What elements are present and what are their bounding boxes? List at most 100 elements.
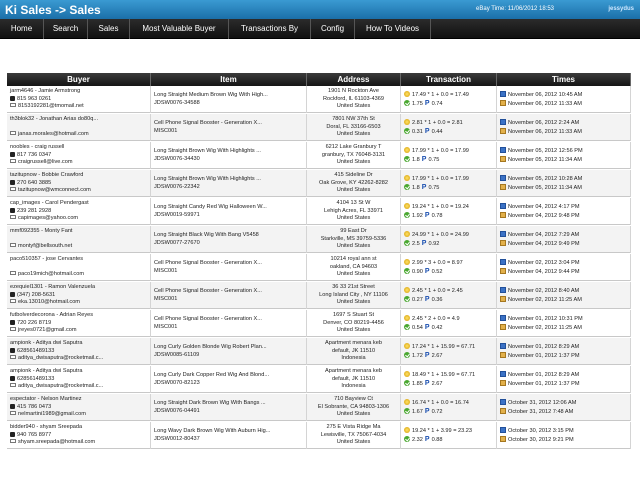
paid-time-line: November 06, 2012 11:33 AM: [500, 127, 627, 137]
username[interactable]: jessydus: [608, 6, 634, 12]
item-title[interactable]: Long Wavy Dark Brown Wig With Auburn Hig…: [154, 428, 271, 434]
address-country: United States: [336, 411, 371, 417]
table-row[interactable]: mmf092355 - Monty Fant montyf@bellsouth.…: [7, 226, 631, 253]
buyer-email-line: tazitupnow@wmconnect.com: [10, 187, 147, 195]
item-title[interactable]: Long Straight Brown Wig With Highlights …: [154, 176, 261, 182]
nav-search[interactable]: Search: [44, 19, 88, 39]
buyer-email[interactable]: craigrussell@live.com: [18, 159, 73, 165]
buyer-name[interactable]: mmf092355 - Monty Fant: [10, 228, 73, 234]
table-row[interactable]: ampionk - Aditya dwi Saputra 62856148913…: [7, 366, 631, 393]
nav-how-to-videos[interactable]: How To Videos: [355, 19, 431, 39]
buyer-name[interactable]: jarm4646 - Jamie Armstrong: [10, 88, 81, 94]
buyer-phone-line: 628561489133: [10, 347, 147, 356]
nav-most-valuable-buyer[interactable]: Most Valuable Buyer: [130, 19, 229, 39]
nav-home[interactable]: Home: [0, 19, 44, 39]
box-icon: [500, 211, 506, 218]
mail-icon: [10, 103, 16, 107]
table-row[interactable]: cap_images - Carol Pendergast 239 281 29…: [7, 198, 631, 225]
table-row[interactable]: th3blok32 - Jonathan Arias do80q... jana…: [7, 114, 631, 141]
buyer-phone: 940 765 8977: [17, 431, 52, 438]
buyer-email[interactable]: jreyes0721@gmail.com: [18, 327, 77, 333]
buyer-name[interactable]: cap_images - Carol Pendergast: [10, 200, 89, 206]
paypal-icon: P: [424, 323, 430, 331]
item-title[interactable]: Long Straight Black Wig With Bang V5458: [154, 232, 259, 238]
item-title[interactable]: Long Straight Candy Red Wig Halloween W.…: [154, 204, 267, 210]
col-transaction[interactable]: Transaction: [401, 73, 497, 86]
col-times[interactable]: Times: [497, 73, 631, 86]
address-line1: Apartment menara keb: [325, 368, 382, 374]
table-row[interactable]: tazitupnow - Bobbie Crawford 270 640 388…: [7, 170, 631, 197]
buyer-email[interactable]: shyam.sreepada@hotmail.com: [18, 439, 96, 445]
table-row[interactable]: jarm4646 - Jamie Armstrong 815 963 0261 …: [7, 86, 631, 113]
check-icon: [404, 155, 410, 162]
buyer-name[interactable]: futbolverdecorona - Adrian Reyes: [10, 312, 94, 318]
nav-config[interactable]: Config: [311, 19, 355, 39]
calendar-icon: [500, 259, 506, 265]
item-title[interactable]: Long Straight Medium Brown Wig With High…: [154, 92, 268, 98]
buyer-name[interactable]: th3blok32 - Jonathan Arias do80q...: [10, 116, 99, 122]
paid-time-line: November 04, 2012 9:48 PM: [500, 211, 627, 221]
buyer-email[interactable]: 8153192281@tmomail.net: [18, 103, 84, 109]
buyer-email[interactable]: paco19mich@hotmail.com: [18, 271, 84, 277]
buyer-name[interactable]: espectator - Nelson Martinez: [10, 396, 82, 402]
buyer-name[interactable]: ampionk - Aditya dwi Saputra: [10, 340, 83, 346]
table-row[interactable]: paco510357 - jose Cervantes paco19mich@h…: [7, 254, 631, 281]
address-line2: Denver, CO 80219-4456: [323, 319, 384, 326]
table-row[interactable]: futbolverdecorona - Adrian Reyes 720 226…: [7, 310, 631, 337]
buyer-email[interactable]: montyf@bellsouth.net: [18, 243, 73, 249]
buyer-email[interactable]: aditya_dwisaputra@rocketmail.c...: [18, 355, 104, 361]
paypal-icon: P: [424, 211, 430, 219]
address-country: United States: [336, 215, 371, 221]
sold-time-line: November 04, 2012 7:29 AM: [500, 228, 627, 240]
col-address[interactable]: Address: [307, 73, 401, 86]
phone-icon: [10, 375, 15, 381]
item-title[interactable]: Cell Phone Signal Booster - Generation X…: [154, 120, 262, 126]
buyer-phone: 815 963 0261: [17, 95, 52, 102]
table-row[interactable]: noobles - craig russell 817 736 0347 cra…: [7, 142, 631, 169]
buyer-email[interactable]: aditya_dwisaputra@rocketmail.c...: [18, 383, 104, 389]
buyer-email[interactable]: tazitupnow@wmconnect.com: [18, 187, 91, 193]
table-row[interactable]: ampionk - Aditya dwi Saputra 62856148913…: [7, 338, 631, 365]
paypal-fee: 0.42: [431, 324, 443, 331]
buyer-email[interactable]: nelmartini1989@gmail.com: [18, 411, 86, 417]
item-title[interactable]: Long Curly Golden Blonde Wig Robert Plan…: [154, 344, 267, 350]
table-row[interactable]: bidder940 - shyam Sreepada 940 765 8977 …: [7, 422, 631, 449]
transaction-total-line: 2.45 * 2 + 0.0 = 4.9: [404, 312, 493, 324]
buyer-email[interactable]: eka.13010@hotmail.com: [18, 299, 80, 305]
nav-transactions-by[interactable]: Transactions By: [229, 19, 311, 39]
col-item[interactable]: Item: [151, 73, 307, 86]
item-title[interactable]: Cell Phone Signal Booster - Generation X…: [154, 316, 262, 322]
transaction-cell: 2.45 * 1 + 0.0 = 2.45 0.27 P 0.36: [401, 282, 497, 309]
coin-icon: [404, 119, 410, 125]
address-line2: Lewisville, TX 75067-4034: [320, 431, 387, 438]
buyer-email[interactable]: janas.morales@hotmail.com: [18, 131, 89, 137]
mail-icon: [10, 131, 16, 135]
table-header: Buyer Item Address Transaction Times: [7, 73, 631, 86]
item-title[interactable]: Cell Phone Signal Booster - Generation X…: [154, 260, 262, 266]
buyer-name[interactable]: paco510357 - jose Cervantes: [10, 256, 84, 262]
table-row[interactable]: espectator - Nelson Martinez 415 786 047…: [7, 394, 631, 421]
buyer-name[interactable]: ezequiel1301 - Ramon Valenzuela: [10, 284, 96, 290]
nav-sales[interactable]: Sales: [88, 19, 130, 39]
buyer-name[interactable]: bidder940 - shyam Sreepada: [10, 424, 83, 430]
buyer-email-line: 8153192281@tmomail.net: [10, 103, 147, 111]
buyer-name[interactable]: tazitupnow - Bobbie Crawford: [10, 172, 84, 178]
item-title[interactable]: Cell Phone Signal Booster - Generation X…: [154, 288, 262, 294]
calendar-icon: [500, 371, 506, 377]
table-row[interactable]: ezequiel1301 - Ramon Valenzuela (347) 20…: [7, 282, 631, 309]
address-cell: 415 Sideline Dr Oak Grove, KY 42262-8282…: [307, 170, 401, 197]
item-title[interactable]: Long Straight Dark Brown Wig With Bangs …: [154, 400, 266, 406]
paid-time: November 05, 2012 11:34 AM: [508, 184, 582, 191]
item-title[interactable]: Long Curly Dark Copper Red Wig And Blond…: [154, 372, 270, 378]
buyer-name[interactable]: ampionk - Aditya dwi Saputra: [10, 368, 83, 374]
buyer-email[interactable]: capimages@yahoo.com: [18, 215, 79, 221]
calendar-icon: [500, 399, 506, 405]
buyer-name[interactable]: noobles - craig russell: [10, 144, 65, 150]
item-title[interactable]: Long Straight Brown Wig With Highlights …: [154, 148, 261, 154]
col-buyer[interactable]: Buyer: [7, 73, 151, 86]
mail-icon: [10, 271, 16, 275]
transaction-calc: 2.81 * 1 + 0.0 = 2.81: [412, 120, 463, 126]
paid-time-line: November 01, 2012 1:37 PM: [500, 351, 627, 361]
box-icon: [500, 155, 506, 162]
times-cell: November 01, 2012 8:29 AM November 01, 2…: [497, 366, 631, 393]
